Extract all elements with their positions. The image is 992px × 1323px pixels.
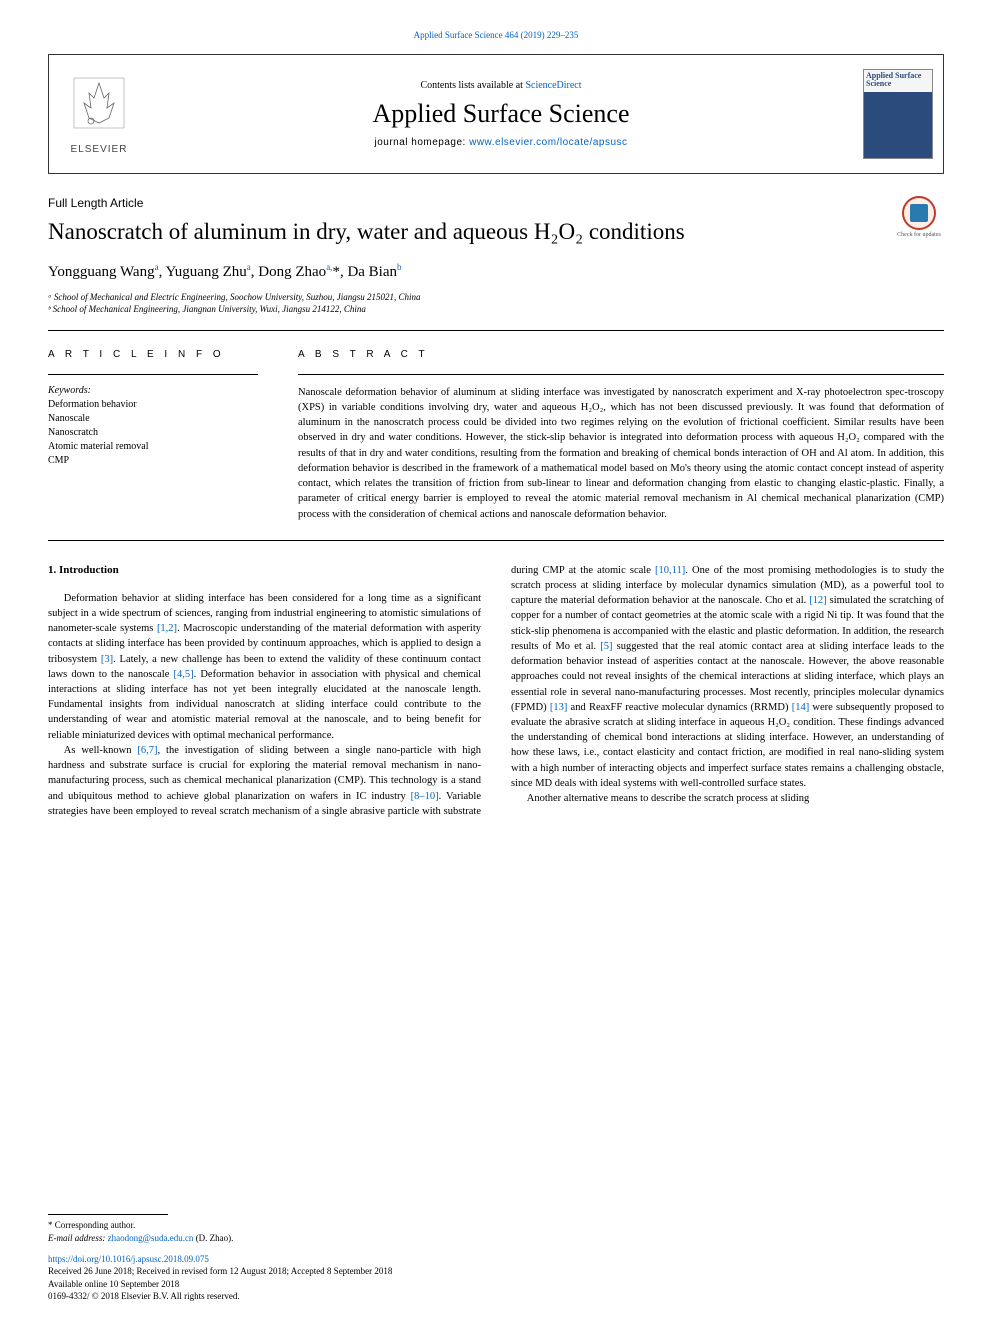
journal-header: ELSEVIER Contents lists available at Sci… <box>48 54 944 174</box>
homepage-link[interactable]: www.elsevier.com/locate/apsusc <box>469 137 627 148</box>
abstract-text: Nanoscale deformation behavior of alumin… <box>298 385 944 522</box>
section-heading: 1. Introduction <box>48 563 481 579</box>
ref-link[interactable]: [1,2] <box>157 623 177 634</box>
divider <box>298 374 944 375</box>
received-dates: Received 26 June 2018; Received in revis… <box>48 1265 944 1278</box>
email-link[interactable]: zhaodong@suda.edu.cn <box>108 1233 194 1243</box>
affiliation-a: ᵃ School of Mechanical and Electric Engi… <box>48 291 944 304</box>
ref-link[interactable]: [3] <box>101 654 113 665</box>
copyright: 0169-4332/ © 2018 Elsevier B.V. All righ… <box>48 1290 944 1303</box>
ref-link[interactable]: [5] <box>600 641 612 652</box>
divider <box>48 374 258 375</box>
online-date: Available online 10 September 2018 <box>48 1278 944 1291</box>
journal-title: Applied Surface Science <box>149 99 853 129</box>
homepage-line: journal homepage: www.elsevier.com/locat… <box>149 137 853 148</box>
keywords-list: Deformation behavior Nanoscale Nanoscrat… <box>48 398 258 468</box>
article-info-heading: A R T I C L E I N F O <box>48 349 258 360</box>
abstract-heading: A B S T R A C T <box>298 349 944 360</box>
keyword: Atomic material removal <box>48 440 258 454</box>
corresponding-author: * Corresponding author. <box>48 1219 944 1232</box>
contents-line: Contents lists available at ScienceDirec… <box>149 80 853 91</box>
footer: * Corresponding author. E-mail address: … <box>48 1214 944 1303</box>
cover-thumbnail: Applied Surface Science <box>863 69 933 159</box>
keyword: Nanoscale <box>48 412 258 426</box>
homepage-prefix: journal homepage: <box>374 137 469 148</box>
article-info-column: A R T I C L E I N F O Keywords: Deformat… <box>48 349 258 522</box>
doi-link[interactable]: https://doi.org/10.1016/j.apsusc.2018.09… <box>48 1253 944 1266</box>
email-line: E-mail address: zhaodong@suda.edu.cn (D.… <box>48 1232 944 1245</box>
keyword: Deformation behavior <box>48 398 258 412</box>
top-citation: Applied Surface Science 464 (2019) 229–2… <box>48 30 944 40</box>
ref-link[interactable]: [12] <box>809 595 827 606</box>
info-abstract-row: A R T I C L E I N F O Keywords: Deformat… <box>48 331 944 540</box>
divider <box>48 540 944 541</box>
contents-prefix: Contents lists available at <box>420 80 525 91</box>
elsevier-tree-icon <box>69 73 129 140</box>
body-text: 1. Introduction Deformation behavior at … <box>48 563 944 819</box>
paragraph: Deformation behavior at sliding interfac… <box>48 591 481 743</box>
ref-link[interactable]: [10,11] <box>655 565 685 576</box>
check-updates-badge[interactable]: Check for updates <box>894 196 944 238</box>
cover-title: Applied Surface Science <box>866 72 930 88</box>
paragraph: Another alternative means to describe th… <box>511 791 944 806</box>
keywords-label: Keywords: <box>48 385 258 396</box>
ref-link[interactable]: [8–10] <box>411 791 439 802</box>
abstract-column: A B S T R A C T Nanoscale deformation be… <box>298 349 944 522</box>
publisher-name: ELSEVIER <box>71 144 128 155</box>
publisher-logo: ELSEVIER <box>49 55 149 173</box>
affiliations: ᵃ School of Mechanical and Electric Engi… <box>48 291 944 316</box>
journal-cover: Applied Surface Science <box>853 55 943 173</box>
ref-link[interactable]: [4,5] <box>174 669 194 680</box>
ref-link[interactable]: [13] <box>550 702 568 713</box>
affiliation-b: ᵇ School of Mechanical Engineering, Jian… <box>48 303 944 316</box>
email-name: (D. Zhao). <box>193 1233 233 1243</box>
citation-link[interactable]: Applied Surface Science 464 (2019) 229–2… <box>414 30 579 40</box>
check-updates-label: Check for updates <box>897 232 941 238</box>
authors: Yongguang Wanga, Yuguang Zhua, Dong Zhao… <box>48 262 944 281</box>
sciencedirect-link[interactable]: ScienceDirect <box>525 80 581 91</box>
ref-link[interactable]: [14] <box>792 702 810 713</box>
footnote-divider <box>48 1214 168 1215</box>
ref-link[interactable]: [6,7] <box>137 745 157 756</box>
email-label: E-mail address: <box>48 1233 108 1243</box>
check-updates-icon <box>902 196 936 230</box>
header-center: Contents lists available at ScienceDirec… <box>149 55 853 173</box>
paper-title: Nanoscratch of aluminum in dry, water an… <box>48 218 685 246</box>
keyword: Nanoscratch <box>48 426 258 440</box>
keyword: CMP <box>48 454 258 468</box>
article-type: Full Length Article <box>48 196 685 210</box>
